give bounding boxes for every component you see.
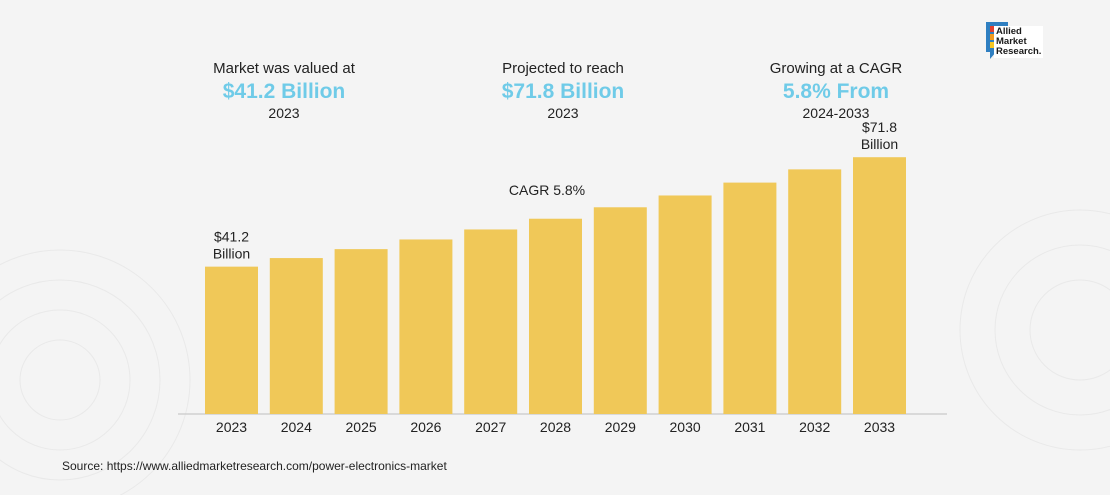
x-tick-label: 2031 — [734, 419, 765, 435]
bar-group — [205, 157, 906, 414]
stat-projected-value: Projected to reach $71.8 Billion 2023 — [453, 60, 673, 121]
x-tick-label: 2032 — [799, 419, 830, 435]
x-tick-label: 2023 — [216, 419, 247, 435]
bar-2031 — [723, 182, 777, 414]
stat-label: Market was valued at — [213, 60, 355, 77]
x-tick-label: 2026 — [410, 419, 441, 435]
source-citation: Source: https://www.alliedmarketresearch… — [62, 459, 447, 473]
bar-2024 — [269, 258, 323, 414]
brand-line: Allied — [996, 26, 1022, 37]
stat-value: $71.8 Billion — [501, 80, 625, 103]
x-tick-label: 2027 — [475, 419, 506, 435]
stat-cagr: Growing at a CAGR 5.8% From 2024-2033 — [726, 60, 946, 121]
bar-2026 — [399, 239, 453, 414]
bar-2030 — [658, 195, 712, 414]
stat-market-value: Market was valued at $41.2 Billion 2023 — [174, 60, 394, 121]
last-bar-unit-label: Billion — [861, 136, 898, 152]
stat-value: 5.8% From — [782, 80, 890, 103]
x-tick-label: 2030 — [670, 419, 701, 435]
first-bar-value-label: $41.2 — [214, 229, 249, 245]
stat-period: 2024-2033 — [802, 105, 870, 121]
brand-name: Allied Market Research. — [994, 26, 1044, 58]
cagr-annotation: CAGR 5.8% — [509, 182, 585, 198]
stat-label: Growing at a CAGR — [769, 60, 903, 77]
brand-line: Market — [996, 36, 1027, 47]
brand-line: Research. — [996, 46, 1042, 57]
first-bar-unit-label: Billion — [213, 246, 250, 262]
allied-market-research-logo: Allied Market Research. — [986, 22, 1086, 70]
stat-label: Projected to reach — [502, 60, 624, 77]
stat-value: $41.2 Billion — [222, 80, 346, 103]
last-bar-value-label: $71.8 — [862, 119, 897, 135]
x-tick-label: 2025 — [346, 419, 377, 435]
bar-2033 — [853, 157, 906, 414]
x-tick-label: 2033 — [864, 419, 895, 435]
x-tick-label: 2024 — [281, 419, 312, 435]
bar-2023 — [205, 266, 258, 414]
bar-2029 — [593, 207, 647, 414]
bar-2025 — [334, 249, 388, 414]
stat-year: 2023 — [268, 105, 300, 121]
bar-2032 — [788, 169, 842, 414]
x-tick-label: 2028 — [540, 419, 571, 435]
x-tick-label: 2029 — [605, 419, 636, 435]
bar-2028 — [529, 218, 582, 414]
stat-year: 2023 — [547, 105, 579, 121]
bar-2027 — [464, 229, 518, 414]
x-tick-labels: 2023 2024 2025 2026 2027 2028 2029 2030 2031 2032… — [216, 419, 895, 435]
